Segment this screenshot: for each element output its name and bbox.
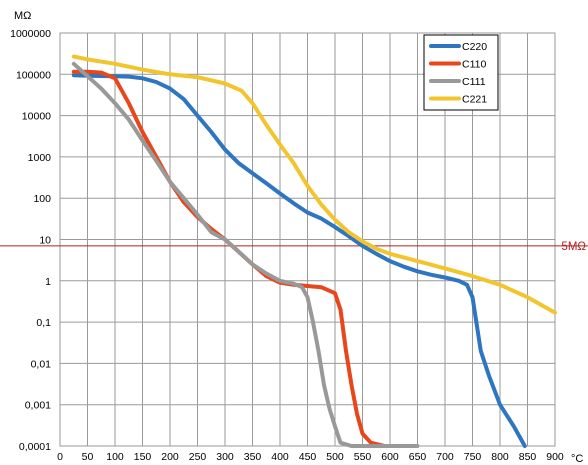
legend-label-c221: C221 [462, 94, 487, 106]
grid-lines [59, 32, 556, 447]
x-unit-label: °C [571, 453, 583, 465]
x-tick-label: 300 [216, 451, 234, 463]
x-tick-label: 650 [409, 451, 427, 463]
reference-line-group: 5MΩ [0, 241, 588, 253]
x-tick-label: 450 [299, 451, 317, 463]
x-tick-label: 250 [189, 451, 207, 463]
y-tick-label: 0,1 [36, 317, 51, 329]
x-tick-label: 900 [546, 451, 564, 463]
x-tick-label: 850 [519, 451, 537, 463]
x-tick-label: 500 [326, 451, 344, 463]
y-unit-label: MΩ [14, 10, 31, 22]
y-tick-labels: 1000000 100000 10000 1000 100 10 1 0,1 0,01 0,001… [10, 28, 51, 453]
x-tick-label: 600 [381, 451, 399, 463]
legend-label-c220: C220 [462, 41, 487, 53]
x-tick-label: 100 [106, 451, 124, 463]
x-tick-label: 400 [271, 451, 289, 463]
y-tick-label: 1000000 [10, 28, 51, 40]
y-tick-label: 10000 [22, 111, 51, 123]
x-tick-label: 350 [244, 451, 262, 463]
y-tick-label: 10 [39, 235, 51, 247]
y-tick-label: 100000 [16, 69, 51, 81]
legend-label-c110: C110 [462, 59, 486, 71]
plot-area [59, 32, 556, 447]
legend-label-c111: C111 [462, 76, 486, 88]
series-lines [71, 54, 557, 448]
x-tick-label: 550 [354, 451, 372, 463]
y-tick-label: 0,0001 [19, 441, 51, 453]
x-tick-label: 150 [134, 451, 152, 463]
legend: C220 C110 C111 C221 [423, 34, 499, 111]
y-tick-label: 0,001 [25, 400, 51, 412]
x-tick-label: 200 [161, 451, 179, 463]
reference-line-label: 5MΩ [561, 241, 586, 253]
y-tick-label: 1 [45, 276, 51, 288]
x-tick-label: 700 [436, 451, 454, 463]
series-line-c111 [71, 61, 420, 448]
y-tick-label: 1000 [28, 152, 52, 164]
y-tick-label: 0,01 [31, 358, 52, 370]
series-line-c221 [71, 54, 557, 315]
series-line-c220 [71, 73, 527, 448]
series-line-c110 [71, 69, 387, 448]
y-tick-label: 100 [33, 193, 51, 205]
x-tick-label: 800 [491, 451, 509, 463]
x-tick-label: 50 [82, 451, 94, 463]
x-tick-label: 0 [57, 451, 63, 463]
x-tick-labels: 0 50 100 150 200 250 300 350 400 450 500 550 600 650 7… [57, 451, 564, 463]
x-tick-label: 750 [464, 451, 482, 463]
